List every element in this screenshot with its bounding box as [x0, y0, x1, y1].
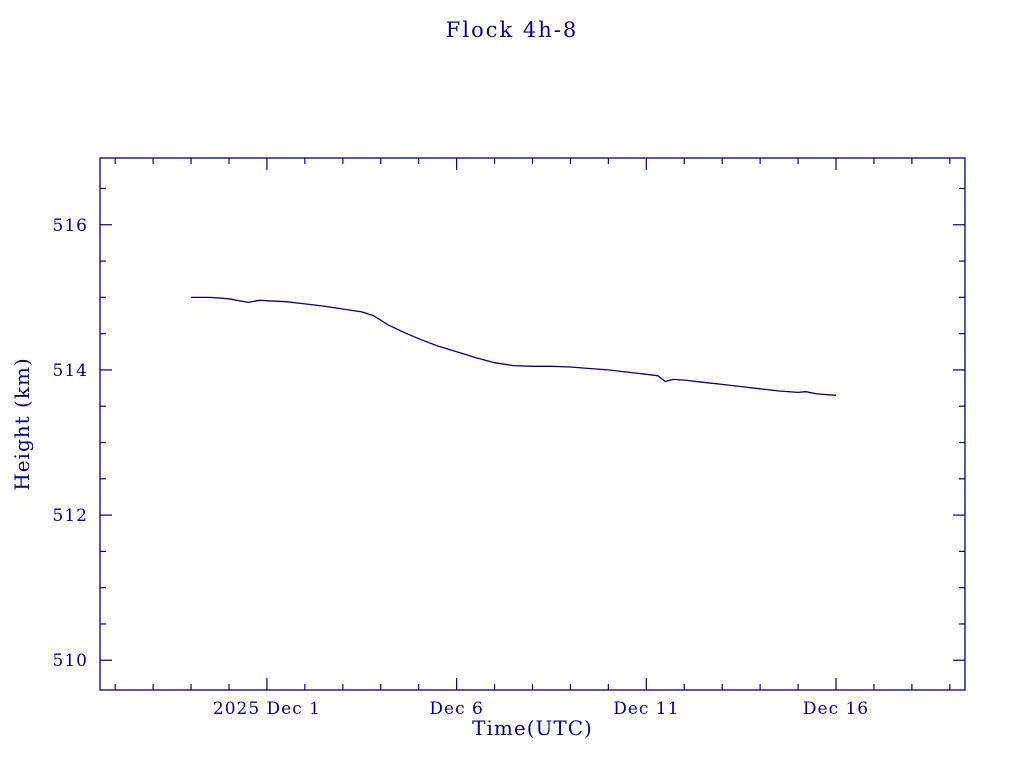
x-tick-label: Dec 11 — [613, 699, 679, 719]
x-tick-label: Dec 6 — [429, 699, 483, 719]
y-tick-label: 514 — [53, 361, 88, 381]
chart-title: Flock 4h-8 — [445, 18, 579, 42]
x-tick-label: Dec 16 — [803, 699, 869, 719]
plot-frame — [99, 157, 966, 691]
tick-labels: 2025 Dec 1 Dec 6 Dec 11 Dec 16 510 512 514 516 — [53, 216, 869, 719]
y-tick-label: 510 — [53, 651, 88, 671]
x-axis-ticks — [114, 158, 951, 690]
x-tick-label: 2025 Dec 1 — [213, 699, 321, 719]
height-data-line — [191, 296, 837, 396]
y-tick-label: 516 — [53, 216, 88, 236]
x-axis-label: Time(UTC) — [472, 716, 593, 740]
y-tick-label: 512 — [53, 506, 88, 526]
y-axis-ticks — [100, 187, 965, 661]
